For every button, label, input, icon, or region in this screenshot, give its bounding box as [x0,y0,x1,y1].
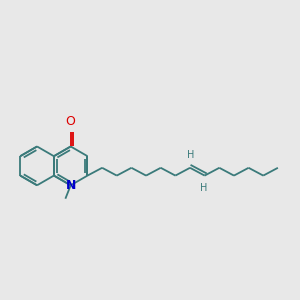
Text: O: O [66,115,76,128]
Text: H: H [200,183,208,194]
Text: H: H [187,150,194,160]
Text: N: N [65,179,76,192]
